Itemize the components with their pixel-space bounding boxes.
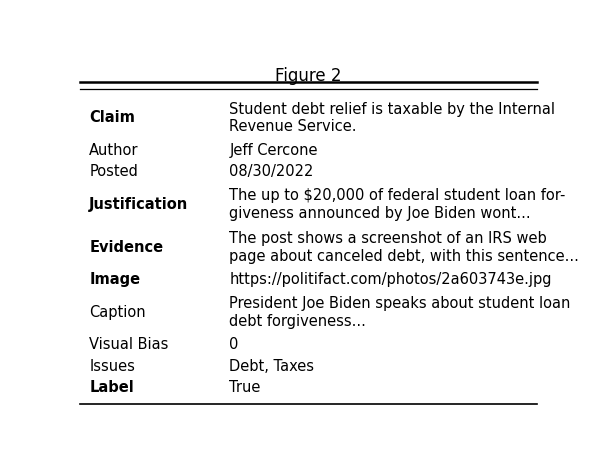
Text: Posted: Posted (89, 164, 138, 179)
Text: Debt, Taxes: Debt, Taxes (229, 359, 314, 374)
Text: Label: Label (89, 380, 134, 395)
Text: Student debt relief is taxable by the Internal
Revenue Service.: Student debt relief is taxable by the In… (229, 102, 555, 134)
Text: President Joe Biden speaks about student loan
debt forgiveness...: President Joe Biden speaks about student… (229, 296, 571, 328)
Text: The up to $20,000 of federal student loan for-
giveness announced by Joe Biden w: The up to $20,000 of federal student loa… (229, 188, 566, 220)
Text: Evidence: Evidence (89, 240, 163, 255)
Text: Caption: Caption (89, 305, 146, 320)
Text: https://politifact.com/photos/2a603743e.jpg: https://politifact.com/photos/2a603743e.… (229, 273, 551, 287)
Text: Jeff Cercone: Jeff Cercone (229, 143, 318, 158)
Text: Author: Author (89, 143, 138, 158)
Text: 0: 0 (229, 337, 238, 352)
Text: Justification: Justification (89, 197, 188, 212)
Text: Claim: Claim (89, 110, 135, 126)
Text: True: True (229, 380, 261, 395)
Text: Issues: Issues (89, 359, 135, 374)
Text: 08/30/2022: 08/30/2022 (229, 164, 314, 179)
Text: Figure 2: Figure 2 (275, 67, 342, 85)
Text: The post shows a screenshot of an IRS web
page about canceled debt, with this se: The post shows a screenshot of an IRS we… (229, 231, 579, 264)
Text: Image: Image (89, 273, 140, 287)
Text: Visual Bias: Visual Bias (89, 337, 169, 352)
